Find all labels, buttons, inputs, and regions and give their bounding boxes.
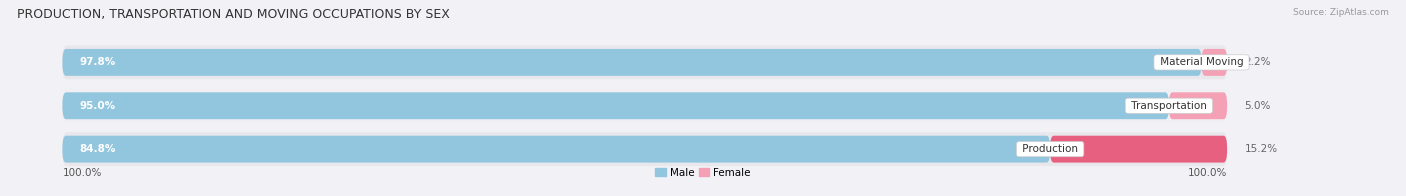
- Text: 95.0%: 95.0%: [80, 101, 117, 111]
- Text: 5.0%: 5.0%: [1244, 101, 1271, 111]
- Text: 97.8%: 97.8%: [80, 57, 117, 67]
- FancyBboxPatch shape: [1050, 136, 1227, 163]
- FancyBboxPatch shape: [62, 89, 1227, 123]
- Text: 15.2%: 15.2%: [1244, 144, 1278, 154]
- Text: PRODUCTION, TRANSPORTATION AND MOVING OCCUPATIONS BY SEX: PRODUCTION, TRANSPORTATION AND MOVING OC…: [17, 8, 450, 21]
- FancyBboxPatch shape: [62, 132, 1227, 166]
- Text: Transportation: Transportation: [1128, 101, 1211, 111]
- Text: 84.8%: 84.8%: [80, 144, 117, 154]
- FancyBboxPatch shape: [62, 49, 1202, 76]
- FancyBboxPatch shape: [62, 136, 1050, 163]
- Text: Source: ZipAtlas.com: Source: ZipAtlas.com: [1294, 8, 1389, 17]
- Text: Production: Production: [1019, 144, 1081, 154]
- Legend: Male, Female: Male, Female: [651, 163, 755, 182]
- FancyBboxPatch shape: [62, 45, 1227, 79]
- FancyBboxPatch shape: [1168, 92, 1227, 119]
- FancyBboxPatch shape: [62, 92, 1168, 119]
- Text: 100.0%: 100.0%: [62, 168, 101, 178]
- FancyBboxPatch shape: [1202, 49, 1227, 76]
- Text: Material Moving: Material Moving: [1157, 57, 1247, 67]
- Text: 2.2%: 2.2%: [1244, 57, 1271, 67]
- Text: 100.0%: 100.0%: [1188, 168, 1227, 178]
